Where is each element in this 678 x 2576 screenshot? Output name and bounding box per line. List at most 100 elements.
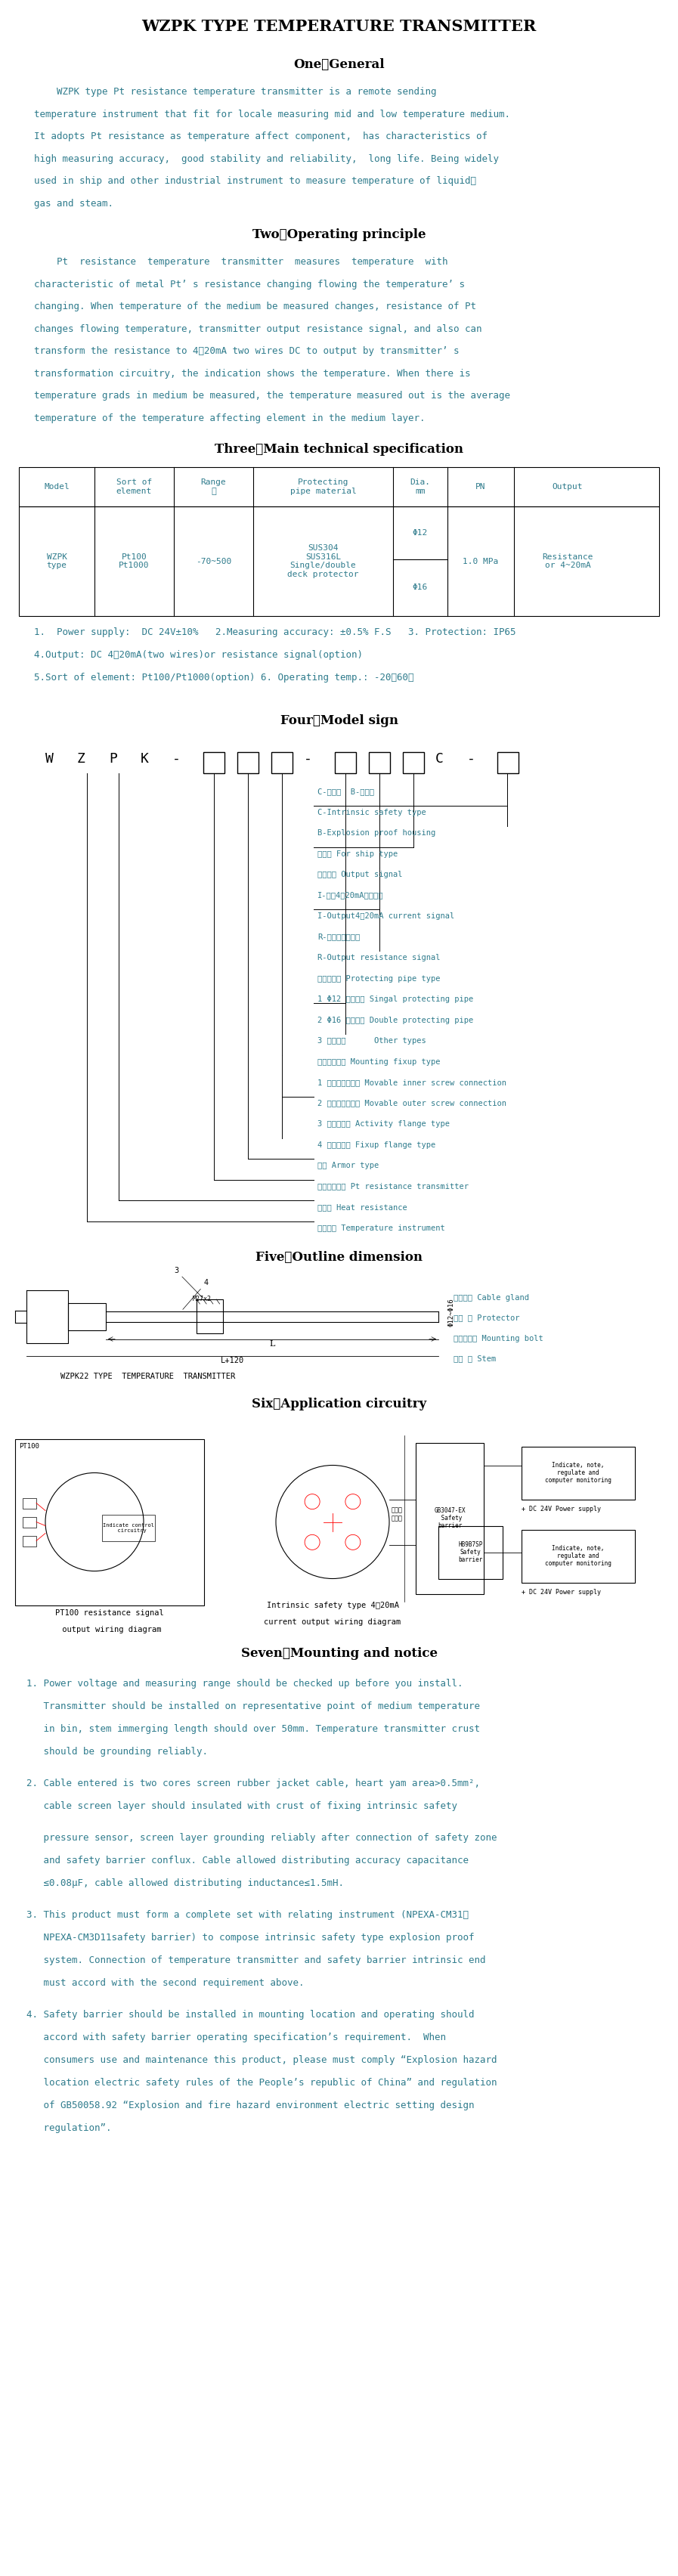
Text: changing. When temperature of the medium be measured changes, resistance of Pt: changing. When temperature of the medium…: [34, 301, 476, 312]
Bar: [271, 752, 292, 773]
Bar: [439, 1525, 502, 1579]
Text: L: L: [269, 1340, 275, 1347]
Text: Three、Main technical specification: Three、Main technical specification: [215, 443, 463, 456]
Bar: [22, 1497, 37, 1510]
Text: 测式 Armor type: 测式 Armor type: [317, 1162, 379, 1170]
Text: C-本安型  B-隔爆型: C-本安型 B-隔爆型: [317, 788, 374, 796]
Text: 4 固定法兰式 Fixup flange type: 4 固定法兰式 Fixup flange type: [317, 1141, 435, 1149]
Text: One、General: One、General: [294, 59, 384, 72]
Text: 安全区
危险区: 安全区 危险区: [391, 1507, 403, 1522]
Text: consumers use and maintenance this product, please must comply “Explosion hazard: consumers use and maintenance this produ…: [26, 2056, 497, 2063]
Text: 5.Sort of element: Pt100/Pt1000(option) 6. Operating temp.: -20～60℃: 5.Sort of element: Pt100/Pt1000(option) …: [34, 672, 414, 683]
Text: ③安裃螺栓 Mounting bolt: ③安裃螺栓 Mounting bolt: [454, 1334, 543, 1342]
Text: pressure sensor, screen layer grounding reliably after connection of safety zone: pressure sensor, screen layer grounding …: [26, 1832, 497, 1842]
Text: should be grounding reliably.: should be grounding reliably.: [26, 1747, 208, 1757]
Text: ④温 包 Stem: ④温 包 Stem: [454, 1355, 496, 1363]
Text: C: C: [435, 752, 443, 765]
Text: WZPK type Pt resistance temperature transmitter is a remote sending: WZPK type Pt resistance temperature tran…: [34, 88, 437, 98]
Text: ≤0.08μF, cable allowed distributing inductance≤1.5mH.: ≤0.08μF, cable allowed distributing indu…: [26, 1878, 344, 1888]
Text: SUS304
SUS316L
Single/double
deck protector: SUS304 SUS316L Single/double deck protec…: [287, 544, 359, 577]
Text: 4. Safety barrier should be installed in mounting location and operating should: 4. Safety barrier should be installed in…: [26, 2009, 475, 2020]
Bar: [15, 1440, 204, 1605]
Text: -: -: [467, 752, 475, 765]
Text: PT100 resistance signal: PT100 resistance signal: [56, 1610, 164, 1615]
Text: location electric safety rules of the People’s republic of China” and regulation: location electric safety rules of the Pe…: [26, 2076, 497, 2087]
Bar: [68, 1303, 106, 1329]
Text: R-输出电际值信号: R-输出电际值信号: [317, 933, 360, 940]
Text: output wiring diagram: output wiring diagram: [58, 1625, 161, 1633]
Text: 温度仪表 Temperature instrument: 温度仪表 Temperature instrument: [317, 1224, 445, 1231]
Bar: [416, 1443, 483, 1595]
Text: W: W: [45, 752, 54, 765]
Text: 3 其它型式      Other types: 3 其它型式 Other types: [317, 1038, 426, 1046]
Text: 1.0 MPa: 1.0 MPa: [463, 556, 498, 564]
Text: 1 Φ12 单保护管 Singal protecting pipe: 1 Φ12 单保护管 Singal protecting pipe: [317, 994, 473, 1002]
Bar: [22, 1535, 37, 1546]
Bar: [197, 1298, 223, 1334]
Bar: [237, 752, 258, 773]
Text: Pt  resistance  temperature  transmitter  measures  temperature  with: Pt resistance temperature transmitter me…: [34, 258, 448, 268]
Text: PT100: PT100: [19, 1443, 39, 1450]
Text: temperature instrument that fit for locale measuring mid and low temperature med: temperature instrument that fit for loca…: [34, 108, 511, 118]
Text: WZPK TYPE TEMPERATURE TRANSMITTER: WZPK TYPE TEMPERATURE TRANSMITTER: [142, 18, 536, 33]
Text: Indicate control
  circuitry: Indicate control circuitry: [103, 1522, 154, 1533]
Text: regulation”.: regulation”.: [26, 2123, 111, 2133]
Text: I-输出4～20mA电流信号: I-输出4～20mA电流信号: [317, 891, 384, 899]
Text: R-Output resistance signal: R-Output resistance signal: [317, 953, 440, 961]
Text: Pt100
Pt1000: Pt100 Pt1000: [119, 554, 149, 569]
Text: GB3047-EX
 Safety
barrier: GB3047-EX Safety barrier: [434, 1507, 466, 1530]
Text: 1 可动内螺纹接头 Movable inner screw connection: 1 可动内螺纹接头 Movable inner screw connection: [317, 1079, 506, 1087]
Text: ②护 管 Protector: ②护 管 Protector: [454, 1314, 519, 1321]
Text: Indicate, note,
regulate and
computer monitoring: Indicate, note, regulate and computer mo…: [545, 1546, 612, 1566]
Text: 保护管型式 Protecting pipe type: 保护管型式 Protecting pipe type: [317, 974, 440, 981]
Bar: [22, 1517, 37, 1528]
Text: 2 Φ16 双保护管 Double protecting pipe: 2 Φ16 双保护管 Double protecting pipe: [317, 1018, 473, 1023]
Text: 1.  Power supply:  DC 24V±10%   2.Measuring accuracy: ±0.5% F.S   3. Protection:: 1. Power supply: DC 24V±10% 2.Measuring …: [34, 629, 516, 636]
Text: PN: PN: [476, 484, 486, 489]
Text: B-Explosion proof housing: B-Explosion proof housing: [317, 829, 435, 837]
Text: Protecting
pipe material: Protecting pipe material: [290, 479, 357, 495]
Text: Intrinsic safety type 4～20mA: Intrinsic safety type 4～20mA: [266, 1602, 399, 1610]
Bar: [102, 1515, 155, 1540]
Text: characteristic of metal Pt’ s resistance changing flowing the temperature’ s: characteristic of metal Pt’ s resistance…: [34, 278, 465, 289]
Text: current output wiring diagram: current output wiring diagram: [264, 1618, 401, 1625]
Text: 热电阱 Heat resistance: 热电阱 Heat resistance: [317, 1203, 407, 1211]
Text: Four、Model sign: Four、Model sign: [280, 714, 398, 726]
Text: -: -: [304, 752, 312, 765]
Bar: [203, 752, 224, 773]
Text: Model: Model: [44, 484, 69, 489]
Text: gas and steam.: gas and steam.: [34, 198, 113, 209]
Bar: [521, 1530, 635, 1582]
Text: L+120: L+120: [220, 1358, 244, 1363]
Text: Five、Outline dimension: Five、Outline dimension: [256, 1249, 422, 1262]
Text: used in ship and other industrial instrument to measure temperature of liquid、: used in ship and other industrial instru…: [34, 175, 476, 185]
Text: Output: Output: [553, 484, 583, 489]
Text: system. Connection of temperature transmitter and safety barrier intrinsic end: system. Connection of temperature transm…: [26, 1955, 485, 1965]
Text: HB9B7SP
Safety
barrier: HB9B7SP Safety barrier: [458, 1540, 483, 1564]
Text: WZPK22 TYPE  TEMPERATURE  TRANSMITTER: WZPK22 TYPE TEMPERATURE TRANSMITTER: [60, 1373, 235, 1381]
Bar: [498, 752, 519, 773]
Text: Z: Z: [77, 752, 85, 765]
Text: transformation circuitry, the indication shows the temperature. When there is: transformation circuitry, the indication…: [34, 368, 471, 379]
Text: must accord with the second requirement above.: must accord with the second requirement …: [26, 1978, 304, 1989]
Text: Sort of
element: Sort of element: [117, 479, 152, 495]
Text: Transmitter should be installed on representative point of medium temperature: Transmitter should be installed on repre…: [26, 1700, 480, 1710]
Text: K: K: [140, 752, 148, 765]
Text: 2 可动外螺纹接头 Movable outer screw connection: 2 可动外螺纹接头 Movable outer screw connection: [317, 1100, 506, 1108]
Bar: [19, 466, 659, 507]
Text: temperature grads in medium be measured, the temperature measured out is the ave: temperature grads in medium be measured,…: [34, 392, 511, 402]
Text: Resistance
or 4~20mA: Resistance or 4~20mA: [542, 554, 593, 569]
Text: I-Output4～20mA current signal: I-Output4～20mA current signal: [317, 912, 454, 920]
Text: 1. Power voltage and measuring range should be checked up before you install.: 1. Power voltage and measuring range sho…: [26, 1680, 463, 1687]
Text: Six、Application circuitry: Six、Application circuitry: [252, 1396, 426, 1409]
Text: 4: 4: [183, 1278, 209, 1309]
Text: It adopts Pt resistance as temperature affect component,  has characteristics of: It adopts Pt resistance as temperature a…: [34, 131, 487, 142]
Text: Φ12: Φ12: [413, 528, 428, 536]
Text: Φ16: Φ16: [413, 585, 428, 592]
Text: Dia.
mm: Dia. mm: [410, 479, 431, 495]
Text: Two、Operating principle: Two、Operating principle: [252, 229, 426, 242]
Bar: [19, 507, 659, 616]
Text: C-Intrinsic safety type: C-Intrinsic safety type: [317, 809, 426, 817]
Text: + DC 24V Power supply: + DC 24V Power supply: [521, 1589, 601, 1595]
Text: -: -: [172, 752, 180, 765]
